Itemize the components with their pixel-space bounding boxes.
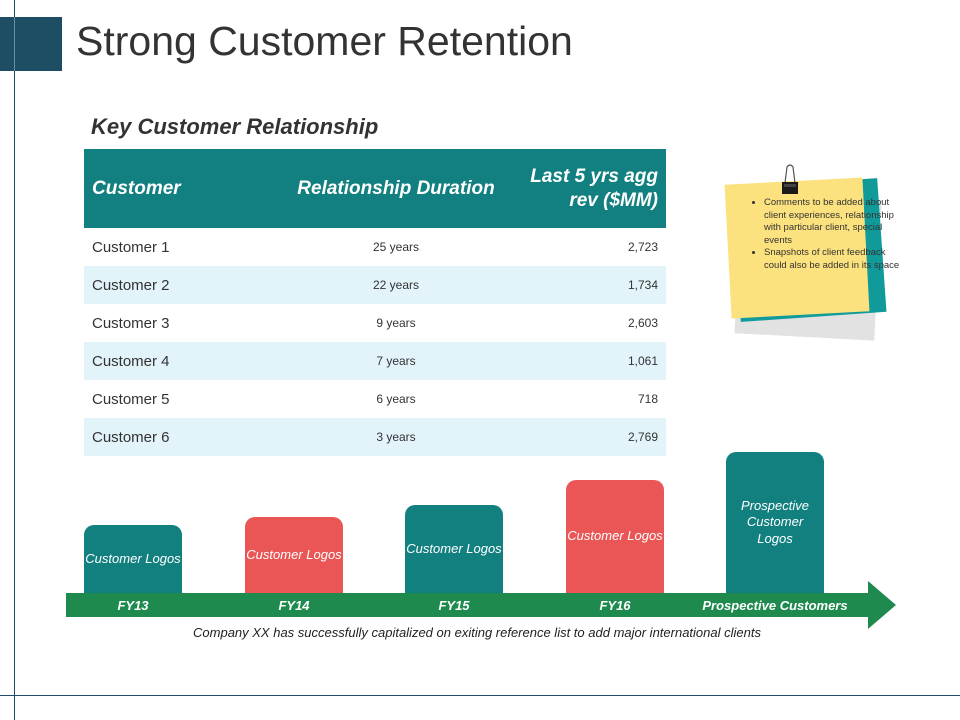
stage-box-prospective: Prospective Customer Logos (726, 452, 824, 593)
cell-duration: 9 years (376, 316, 416, 330)
caption: Company XX has successfully capitalized … (193, 625, 761, 640)
binder-clip-icon (782, 164, 798, 194)
cell-duration: 7 years (278, 342, 514, 380)
table-header-row: Customer Relationship Duration Last 5 yr… (84, 149, 666, 228)
table-row: Customer 5 6 years 718 (84, 380, 666, 418)
cell-revenue: 2,603 (627, 316, 658, 330)
cell-revenue: 1,734 (514, 266, 666, 304)
timeline-arrow (66, 581, 896, 629)
cell-customer: Customer 2 (84, 266, 278, 304)
cell-duration: 22 years (278, 266, 514, 304)
table-row: Customer 3 9 years 2,603 (84, 304, 666, 342)
stage-label-fy14: FY14 (278, 598, 310, 613)
cell-duration: 3 years (278, 418, 514, 456)
stage-box-fy14: Customer Logos (245, 517, 343, 593)
note-item: Snapshots of client feedback could also … (764, 247, 904, 272)
header-revenue: Last 5 yrs agg rev ($MM) (514, 149, 666, 228)
page-title: Strong Customer Retention (76, 18, 573, 64)
cell-customer: Customer 4 (84, 342, 278, 380)
table-row: Customer 4 7 years 1,061 (84, 342, 666, 380)
title-accent-block (0, 17, 62, 71)
sticky-note: Comments to be added about client experi… (722, 163, 899, 348)
cell-customer: Customer 5 (92, 390, 170, 408)
left-rule (14, 0, 15, 720)
cell-customer: Customer 3 (92, 314, 170, 332)
cell-duration: 6 years (376, 392, 416, 406)
stage-label-fy13: FY13 (117, 598, 149, 613)
cell-revenue: 718 (637, 392, 658, 406)
stage-box-fy16: Customer Logos (566, 480, 664, 593)
stage-label-prospective: Prospective Customers (702, 598, 848, 613)
bottom-rule (0, 695, 960, 696)
cell-revenue: 2,769 (514, 418, 666, 456)
stage-label-fy15: FY15 (438, 598, 470, 613)
note-item: Comments to be added about client experi… (764, 197, 904, 247)
stage-label-fy16: FY16 (599, 598, 631, 613)
cell-revenue: 1,061 (514, 342, 666, 380)
section-title: Key Customer Relationship (91, 114, 379, 139)
table-row: Customer 6 3 years 2,769 (84, 418, 666, 456)
cell-duration: 25 years (372, 240, 420, 254)
header-duration: Relationship Duration (278, 149, 514, 228)
table-row: Customer 2 22 years 1,734 (84, 266, 666, 304)
table-row: Customer 1 25 years 2,723 (84, 228, 666, 266)
cell-customer: Customer 6 (84, 418, 278, 456)
note-list: Comments to be added about client experi… (732, 197, 904, 272)
stage-box-fy15: Customer Logos (405, 505, 503, 593)
cell-customer: Customer 1 (92, 238, 170, 256)
stage-box-fy13: Customer Logos (84, 525, 182, 593)
customer-relationship-table: Customer Relationship Duration Last 5 yr… (84, 149, 666, 456)
cell-revenue: 2,723 (627, 240, 658, 254)
header-customer: Customer (84, 149, 278, 228)
